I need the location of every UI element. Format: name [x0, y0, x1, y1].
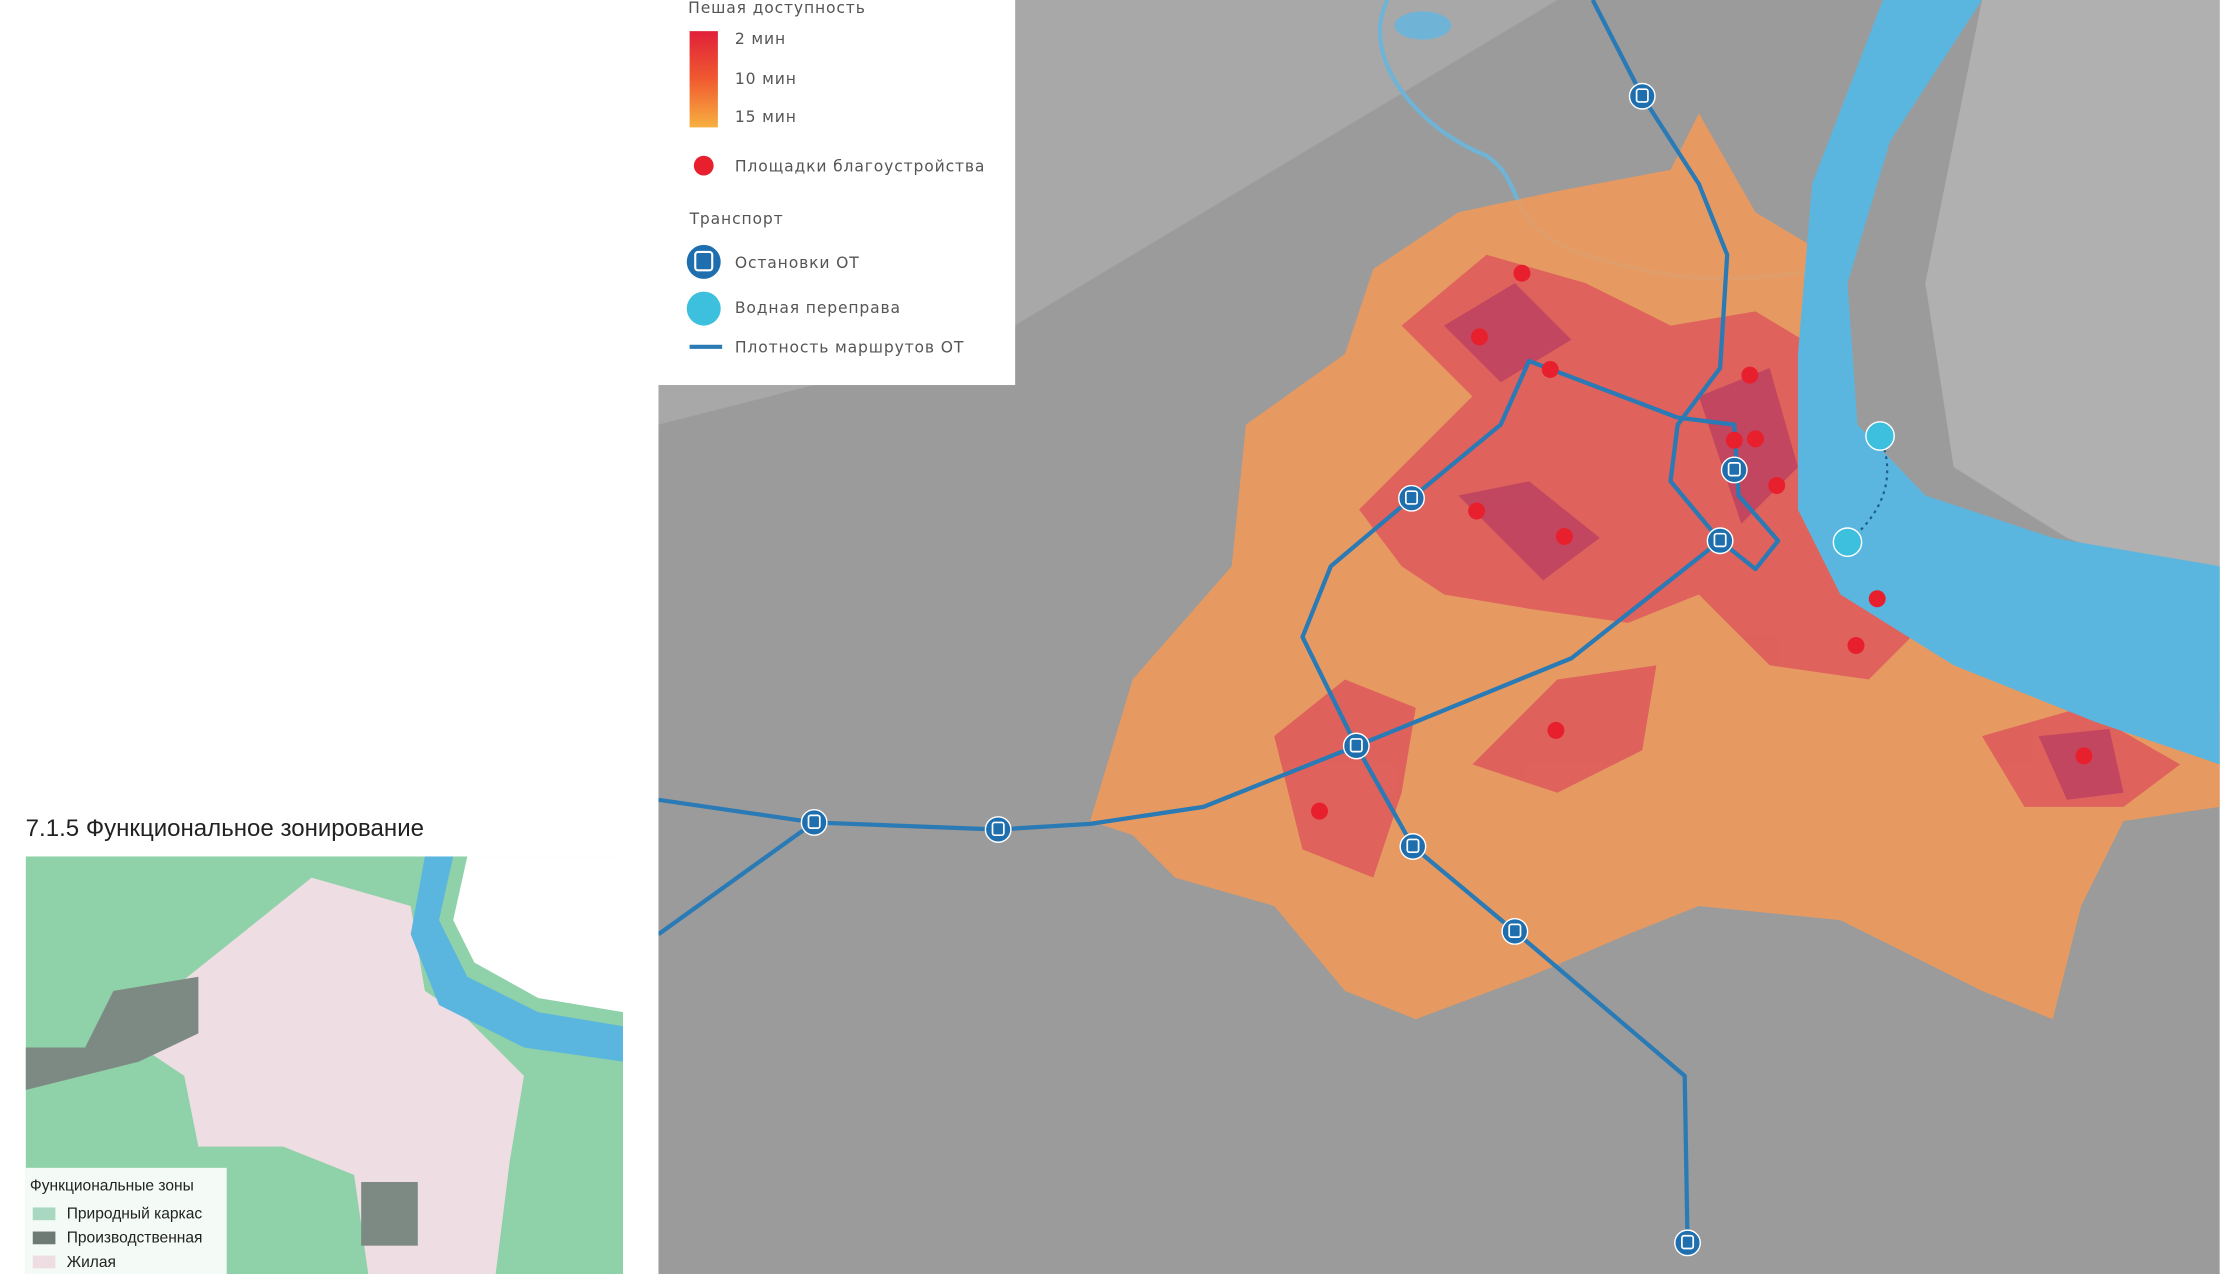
inset-legend-label: Жилая — [67, 1254, 116, 1271]
ferry-stop — [1865, 421, 1895, 451]
bus-stop-glyph — [1681, 1234, 1695, 1250]
zone — [1458, 481, 1600, 581]
site — [2075, 747, 2093, 765]
bus-stop-glyph — [1713, 532, 1727, 548]
site-swatch — [693, 155, 714, 176]
site — [1741, 366, 1759, 384]
zone — [2038, 729, 2124, 800]
site — [1513, 264, 1531, 282]
zone-swatch — [32, 1207, 56, 1221]
bus-stop-glyph — [1349, 738, 1363, 753]
site — [1768, 477, 1786, 495]
route — [658, 539, 1722, 832]
bus-stop-glyph — [1508, 923, 1522, 938]
inset-river — [410, 856, 624, 1062]
zone-swatch — [32, 1255, 56, 1269]
bus-stop-glyph — [1406, 838, 1420, 854]
zone — [1274, 679, 1416, 878]
site — [1547, 721, 1565, 739]
industrial-zone — [25, 976, 199, 1090]
legend-title: Пешая доступность — [688, 0, 866, 17]
ferry-swatch — [686, 291, 721, 326]
inset-terrain — [453, 856, 624, 1013]
ferry-stops — [1832, 421, 1895, 558]
bus-stop — [1398, 484, 1425, 512]
legend-label: Водная переправа — [735, 299, 901, 317]
site — [1311, 802, 1328, 820]
terrain — [1925, 0, 2220, 595]
river — [1797, 0, 2220, 765]
inset-legend-box — [25, 1167, 227, 1274]
site — [1541, 360, 1559, 378]
bus-stops — [800, 82, 1748, 1257]
site — [1747, 430, 1764, 448]
main-map — [658, 0, 2220, 1274]
bus-stop — [800, 808, 828, 836]
legend-subtitle: Транспорт — [689, 210, 784, 228]
legend-label: Площадки благоустройства — [735, 158, 985, 176]
residential-zone — [141, 877, 524, 1274]
inset-legend-label: Природный каркас — [67, 1206, 203, 1223]
gradient-swatch — [689, 31, 718, 128]
bus-stop — [984, 816, 1012, 843]
bus-stop — [1399, 833, 1427, 860]
bus-stop — [1706, 527, 1734, 555]
legend-label: Остановки ОТ — [735, 254, 860, 272]
pond — [1394, 11, 1452, 40]
bus-stop-glyph — [1727, 462, 1741, 477]
gradient-label: 15 мин — [735, 108, 797, 126]
stop-swatch — [686, 244, 721, 279]
legend: Пешая доступность 2 мин 10 мин 15 мин Пл… — [658, 0, 1016, 386]
bus-stop-glyph — [1635, 88, 1649, 103]
site — [1468, 502, 1486, 520]
route — [658, 820, 816, 936]
inset-legend-title: Функциональные зоны — [30, 1177, 194, 1194]
inset-legend-label: Производственная — [67, 1230, 203, 1247]
stop-glyph — [694, 250, 714, 272]
zone-swatch — [32, 1231, 56, 1245]
site — [1470, 328, 1488, 346]
site — [1725, 431, 1743, 449]
ferry-route — [1846, 435, 1889, 543]
industrial-zone — [361, 1181, 418, 1246]
inset-map: Функциональные зоны Природный каркас Про… — [25, 856, 624, 1274]
site — [1847, 637, 1865, 654]
bus-stop — [1628, 82, 1656, 110]
zone — [1472, 665, 1657, 793]
inset-title: 7.1.5 Функциональное зонирование — [26, 815, 424, 842]
bus-stop-glyph — [807, 814, 821, 829]
sites — [1311, 264, 2093, 820]
legend-label: Плотность маршрутов ОТ — [735, 339, 964, 357]
site — [1868, 590, 1886, 608]
bus-stop — [1674, 1229, 1701, 1257]
legend-box — [658, 0, 1016, 386]
bus-stop — [1342, 732, 1370, 760]
gradient-label: 10 мин — [735, 70, 797, 88]
bus-stop-glyph — [1405, 490, 1419, 505]
bus-stop — [1501, 917, 1529, 945]
bus-stop — [1720, 456, 1748, 484]
ferry-stop — [1832, 527, 1863, 558]
route — [1590, 0, 1781, 572]
bus-stop-glyph — [991, 821, 1005, 837]
gradient-label: 2 мин — [735, 30, 786, 48]
site — [1555, 528, 1573, 545]
stop-icon — [686, 244, 721, 279]
